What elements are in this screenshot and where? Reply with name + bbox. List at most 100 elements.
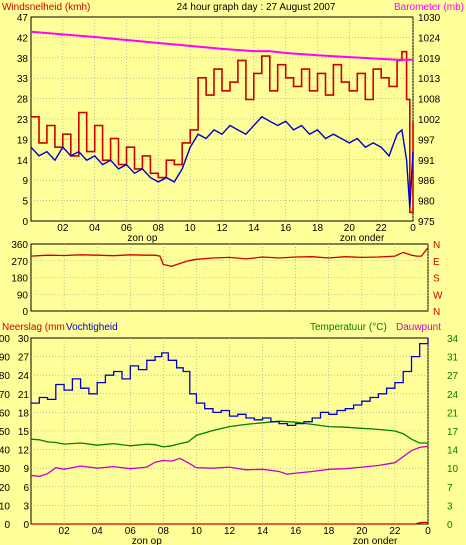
temperature-tick-label: 3 <box>447 501 453 512</box>
rain-tick-label: 6 <box>23 483 29 494</box>
temperature-tick-label: 21 <box>447 408 459 419</box>
dewpoint-line <box>30 445 429 478</box>
humidity-tick-label: 100 <box>0 334 10 345</box>
hour-tick-label: 20 <box>356 526 368 537</box>
hour-tick-label: 20 <box>344 223 356 234</box>
rain-tick-label: 9 <box>23 464 29 475</box>
rain-tick-label: 27 <box>18 353 30 364</box>
barometer-tick-label: 991 <box>418 156 435 167</box>
sunrise-label: zon op <box>132 536 162 545</box>
barometer-tick-label: 1008 <box>418 95 441 106</box>
humidity-tick-label: 10 <box>0 501 10 512</box>
humidity-tick-label: 40 <box>0 446 10 457</box>
wind-axis-label: Windsnelheid (kmh) <box>2 2 90 13</box>
hour-tick-label: 22 <box>389 526 401 537</box>
direction-tick-label: 0 <box>22 307 28 318</box>
humidity-tick-label: 0 <box>4 520 10 531</box>
compass-tick-label: N <box>433 240 440 251</box>
rain-tick-label: 30 <box>18 334 30 345</box>
barometer-tick-label: 975 <box>418 217 435 228</box>
wind-tick-label: 0 <box>22 217 28 228</box>
barometer-axis-label: Barometer (mb) <box>394 2 464 13</box>
hour-tick-label: 14 <box>248 223 260 234</box>
wind-tick-label: 38 <box>17 54 29 65</box>
direction-tick-label: 360 <box>11 240 28 251</box>
barometer-tick-label: 997 <box>418 135 435 146</box>
temperature-tick-label: 31 <box>447 353 459 364</box>
hour-tick-label: 14 <box>257 526 269 537</box>
rain-line <box>31 521 428 525</box>
wind-tick-label: 14 <box>17 156 29 167</box>
rain-tick-label: 12 <box>18 446 30 457</box>
temperature-tick-label: 27 <box>447 371 459 382</box>
humidity-tick-label: 30 <box>0 464 10 475</box>
barometer-tick-label: 986 <box>418 176 435 187</box>
humidity-tick-label: 50 <box>0 427 10 438</box>
rain-axis-label: Neerslag (mm <box>2 322 65 333</box>
temperature-tick-label: 17 <box>447 427 459 438</box>
chart-title: 24 hour graph day : 27 August 2007 <box>176 2 335 13</box>
wind-gust-line <box>31 50 414 214</box>
barometer-tick-label: 980 <box>418 197 435 208</box>
temperature-line <box>30 420 428 448</box>
direction-tick-label: 270 <box>11 257 28 268</box>
hour-tick-label: 12 <box>224 526 236 537</box>
wind-avg-line <box>30 115 414 209</box>
hour-tick-label: 16 <box>290 526 302 537</box>
hour-tick-label: 02 <box>59 526 71 537</box>
hour-tick-label: 06 <box>125 526 137 537</box>
dewpoint-axis-label: Dauwpunt <box>396 322 441 333</box>
humidity-line <box>31 338 429 427</box>
humidity-axis-label: Vochtigheid <box>66 322 118 333</box>
hour-tick-label: 10 <box>191 526 203 537</box>
wind-tick-label: 28 <box>17 95 29 106</box>
rain-tick-label: 18 <box>18 408 30 419</box>
barometer-tick-label: 1013 <box>418 74 441 85</box>
temperature-axis-label: Temperatuur (°C) <box>310 322 387 333</box>
compass-tick-label: E <box>433 257 440 268</box>
hour-tick-label: 18 <box>323 526 335 537</box>
hour-tick-label: 08 <box>158 526 170 537</box>
compass-tick-label: S <box>433 274 440 285</box>
sunset-label: zon onder <box>353 536 398 545</box>
wind-tick-label: 42 <box>17 33 29 44</box>
humidity-temperature-panel: 0102030405060708090100036912151821242730… <box>0 334 459 545</box>
humidity-tick-label: 20 <box>0 483 10 494</box>
wind-tick-label: 19 <box>17 135 29 146</box>
humidity-tick-label: 80 <box>0 371 10 382</box>
rain-tick-label: 15 <box>18 427 30 438</box>
wind-tick-label: 23 <box>17 115 29 126</box>
barometer-tick-label: 1019 <box>418 54 441 65</box>
temperature-tick-label: 14 <box>447 446 459 457</box>
temperature-tick-label: 10 <box>447 464 459 475</box>
sunset-label: zon onder <box>340 233 385 244</box>
barometer-tick-label: 1030 <box>418 13 441 24</box>
hour-tick-label: 0 <box>425 526 431 537</box>
hour-tick-label: 06 <box>121 223 133 234</box>
rain-tick-label: 0 <box>23 520 29 531</box>
sunrise-label: zon op <box>127 233 157 244</box>
hour-tick-label: 04 <box>89 223 101 234</box>
rain-tick-label: 24 <box>18 371 30 382</box>
compass-tick-label: W <box>433 290 443 301</box>
hour-tick-label: 04 <box>92 526 104 537</box>
wind-tick-label: 33 <box>17 74 29 85</box>
wind-tick-label: 47 <box>17 13 29 24</box>
wind-direction-line <box>30 247 429 267</box>
compass-tick-label: N <box>433 307 440 318</box>
humidity-tick-label: 60 <box>0 408 10 419</box>
rain-tick-label: 3 <box>23 501 29 512</box>
wind-tick-label: 9 <box>22 176 28 187</box>
hour-tick-label: 22 <box>376 223 388 234</box>
temperature-tick-label: 24 <box>447 390 459 401</box>
wind-barometer-panel: 0591419232833384247975980986991997100210… <box>17 13 441 244</box>
direction-tick-label: 90 <box>17 290 29 301</box>
barometer-line <box>30 30 413 61</box>
hour-tick-label: 16 <box>280 223 292 234</box>
barometer-tick-label: 1002 <box>418 115 441 126</box>
direction-tick-label: 180 <box>11 274 28 285</box>
temperature-tick-label: 0 <box>447 520 453 531</box>
